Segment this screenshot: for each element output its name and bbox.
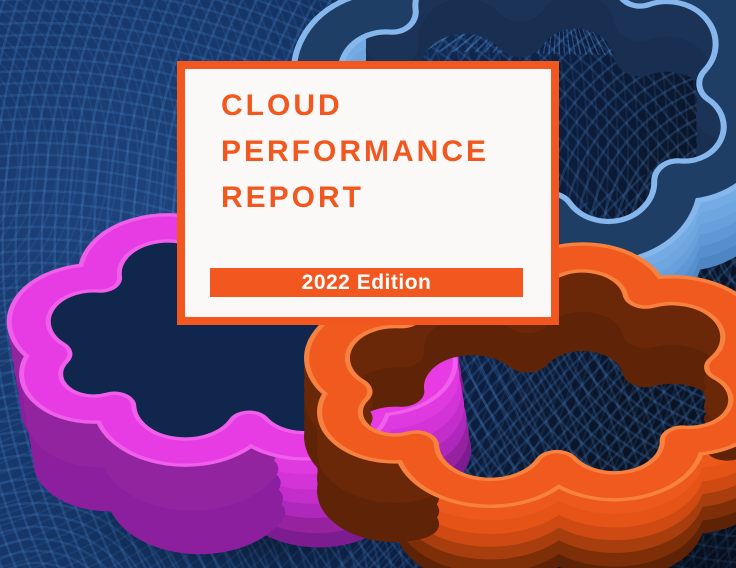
title-line-2: PERFORMANCE <box>221 135 490 168</box>
report-title: CLOUD PERFORMANCE REPORT <box>221 83 489 221</box>
title-card: CLOUD PERFORMANCE REPORT 2022 Edition <box>177 61 559 325</box>
title-line-1: CLOUD <box>221 89 343 122</box>
edition-banner: 2022 Edition <box>210 268 523 297</box>
title-line-3: REPORT <box>221 181 365 214</box>
